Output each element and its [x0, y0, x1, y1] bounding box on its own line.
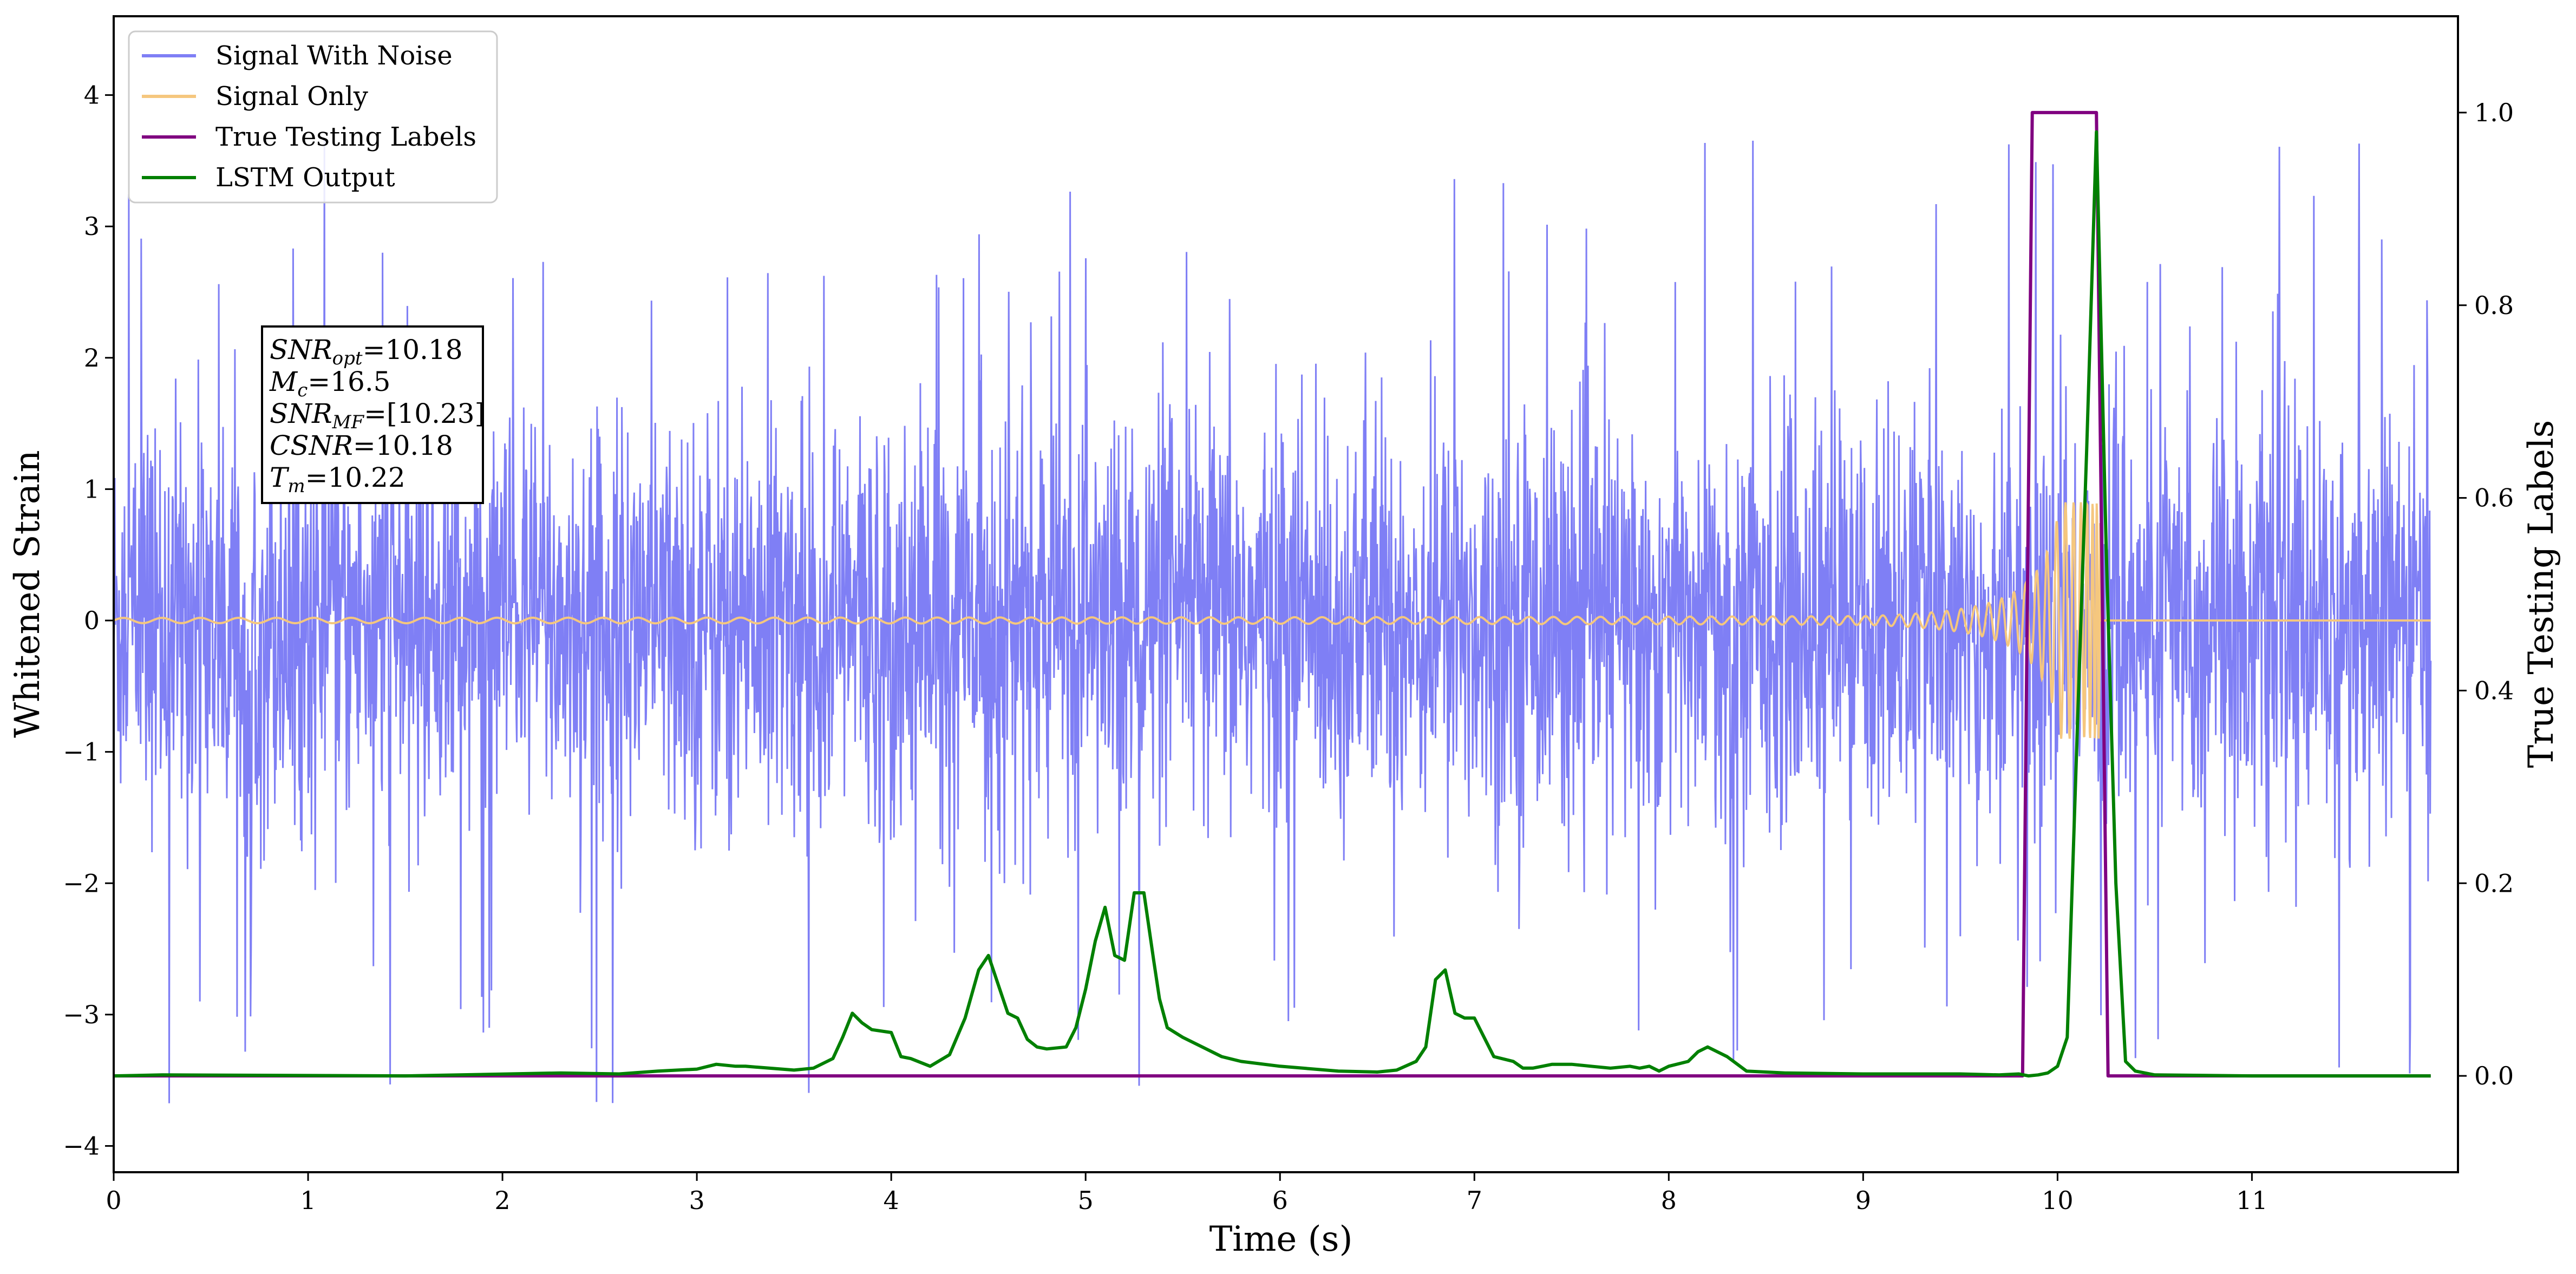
annotation-line: SNRMF=[10.23] [270, 398, 485, 433]
y-right-tick-label: 0.6 [2474, 484, 2514, 513]
plot-frame [113, 15, 2459, 1173]
x-tick-label: 0 [106, 1186, 121, 1215]
y-left-tick-label: 4 [84, 81, 100, 110]
x-tick-label: 5 [1078, 1186, 1094, 1215]
annotation-line: CSNR=10.18 [270, 430, 453, 461]
x-tick-label: 1 [300, 1186, 316, 1215]
y-right-tick-label: 0.8 [2474, 291, 2514, 320]
legend-label: Signal With Noise [215, 41, 453, 71]
annotation-line: Mc=16.5 [269, 366, 390, 401]
y-right-tick-label: 0.0 [2474, 1061, 2514, 1090]
y-left-axis-label: Whitened Strain [8, 450, 48, 737]
y-left-tick-label: −1 [63, 737, 100, 767]
x-tick-label: 8 [1661, 1186, 1677, 1215]
x-tick-label: 11 [2236, 1186, 2268, 1215]
legend-box [128, 30, 498, 204]
x-tick-label: 6 [1272, 1186, 1288, 1215]
y-left-tick-label: −3 [63, 1000, 100, 1029]
x-tick-label: 10 [2042, 1186, 2074, 1215]
y-right-tick-label: 0.4 [2474, 676, 2514, 705]
x-tick-label: 2 [494, 1186, 510, 1215]
y-left-tick-label: 1 [84, 474, 100, 504]
y-left-tick-label: −2 [63, 868, 100, 898]
annotation-line: SNRopt=10.18 [270, 334, 463, 369]
x-tick-label: 3 [689, 1186, 704, 1215]
legend: Signal With Noise Signal Only True Testing… [128, 30, 498, 204]
series-signal-only [114, 501, 2431, 739]
legend-label: True Testing Labels [215, 122, 476, 152]
y-right-axis-label: True Testing Labels [2521, 420, 2561, 768]
x-axis-label: Time (s) [1209, 1219, 1353, 1259]
y-right-tick-label: 0.2 [2474, 868, 2514, 898]
legend-label: LSTM Output [215, 162, 395, 193]
series-lstm-output [114, 130, 2431, 1078]
annotation-line: Tm=10.22 [270, 462, 406, 497]
y-left-tick-label: 0 [84, 606, 100, 635]
x-tick-label: 9 [1855, 1186, 1871, 1215]
y-right-tick-label: 1.0 [2474, 98, 2514, 127]
series-signal-with-noise [114, 139, 2432, 1103]
y-left-tick-label: −4 [63, 1131, 100, 1160]
annotation-box: SNRopt=10.18Mc=16.5SNRMF=[10.23]CSNR=10.… [261, 325, 485, 504]
y-left-tick-label: 2 [84, 343, 100, 373]
x-tick-label: 7 [1467, 1186, 1482, 1215]
legend-label: Signal Only [215, 81, 368, 112]
y-left-tick-label: 3 [84, 212, 100, 241]
x-tick-label: 4 [884, 1186, 899, 1215]
